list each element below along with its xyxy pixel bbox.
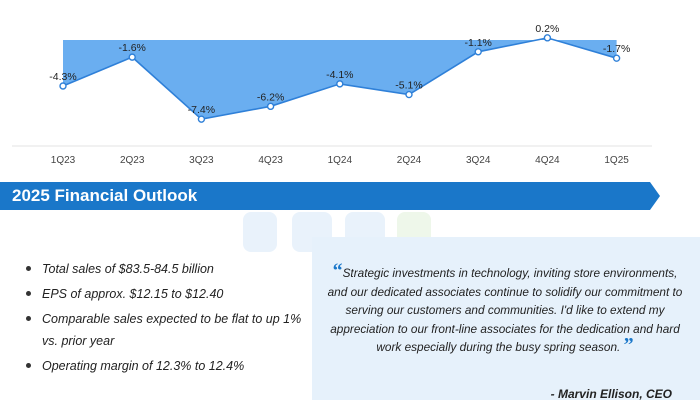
data-label: -1.1% <box>464 37 491 49</box>
data-label: -4.1% <box>326 69 353 81</box>
outlook-bullet: Total sales of $83.5-84.5 billion <box>22 258 304 280</box>
data-point <box>59 82 67 90</box>
x-tick-label: 1Q23 <box>51 155 76 166</box>
ceo-quote-box: “Strategic investments in technology, in… <box>312 237 700 400</box>
x-tick-label: 4Q24 <box>535 155 560 166</box>
x-tick-label: 1Q25 <box>604 155 629 166</box>
x-tick-label: 2Q23 <box>120 155 145 166</box>
outlook-title: 2025 Financial Outlook <box>12 186 198 205</box>
data-point <box>197 115 206 123</box>
outlook-banner: 2025 Financial Outlook <box>0 182 660 210</box>
data-label: -1.6% <box>118 42 145 54</box>
data-point <box>128 53 136 61</box>
data-label: -5.1% <box>395 80 422 92</box>
data-label: -1.7% <box>603 43 630 55</box>
data-point <box>543 34 552 42</box>
x-tick-label: 1Q24 <box>328 155 353 166</box>
watermark-shape <box>243 212 277 252</box>
data-point <box>474 48 482 56</box>
outlook-bullet: EPS of approx. $12.15 to $12.40 <box>22 283 304 305</box>
data-label: -4.3% <box>49 71 76 83</box>
comparable-sales-area-chart: -4.3% 1Q23 -1.6% 2Q23 -7.4% 3Q23 -6.2% 4Q23 -4.1… <box>12 23 652 166</box>
data-point <box>612 54 621 62</box>
x-tick-label: 4Q23 <box>258 155 283 166</box>
open-quote-mark: “ <box>332 260 343 282</box>
x-tick-label: 2Q24 <box>397 155 422 166</box>
data-point <box>405 90 413 99</box>
quote-author: - Marvin Ellison, CEO <box>550 387 672 400</box>
data-label: -6.2% <box>257 91 284 103</box>
x-tick-label: 3Q24 <box>466 155 491 166</box>
area-fill <box>63 37 617 120</box>
ceo-quote: “Strategic investments in technology, in… <box>322 261 688 357</box>
quote-text: Strategic investments in technology, inv… <box>327 266 683 355</box>
outlook-bullet: Operating margin of 12.3% to 12.4% <box>22 355 304 377</box>
data-label: 0.2% <box>535 23 559 35</box>
data-label: -7.4% <box>188 104 215 116</box>
data-point <box>336 80 344 88</box>
data-point <box>266 102 275 111</box>
outlook-bullet: Comparable sales expected to be flat to … <box>22 308 304 352</box>
outlook-bullet-list: Total sales of $83.5-84.5 billion EPS of… <box>22 258 304 377</box>
close-quote-mark: ” <box>623 334 634 357</box>
x-tick-label: 3Q23 <box>189 155 214 166</box>
